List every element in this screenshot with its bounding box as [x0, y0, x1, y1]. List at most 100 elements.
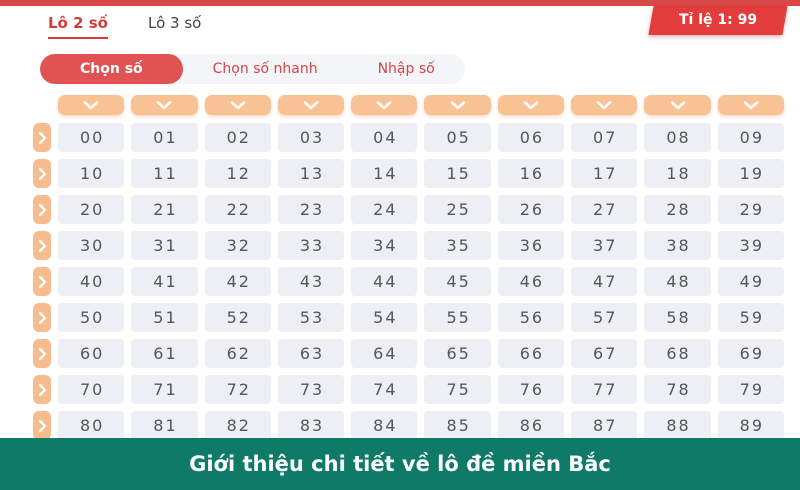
number-cell[interactable]: 10 [58, 159, 125, 188]
number-cell[interactable]: 55 [424, 303, 491, 332]
number-cell[interactable]: 27 [571, 195, 638, 224]
number-cell[interactable]: 00 [58, 123, 125, 152]
number-cell[interactable]: 08 [644, 123, 711, 152]
number-cell[interactable]: 41 [131, 267, 198, 296]
number-cell[interactable]: 38 [644, 231, 711, 260]
row-select-button[interactable] [33, 267, 51, 296]
column-dropdown-button[interactable] [644, 95, 711, 115]
number-cell[interactable]: 86 [497, 411, 565, 440]
number-cell[interactable]: 53 [277, 303, 345, 332]
number-cell[interactable]: 83 [277, 411, 345, 440]
number-cell[interactable]: 17 [571, 159, 638, 188]
row-select-button[interactable] [33, 159, 51, 188]
number-cell[interactable]: 78 [644, 375, 711, 404]
number-cell[interactable]: 04 [351, 123, 418, 152]
number-cell[interactable]: 35 [424, 231, 491, 260]
number-cell[interactable]: 33 [277, 231, 345, 260]
number-cell[interactable]: 72 [204, 375, 271, 404]
number-cell[interactable]: 42 [204, 267, 271, 296]
column-dropdown-button[interactable] [204, 95, 271, 115]
number-cell[interactable]: 85 [424, 411, 491, 440]
number-cell[interactable]: 07 [571, 123, 638, 152]
number-cell[interactable]: 32 [204, 231, 271, 260]
number-cell[interactable]: 16 [497, 159, 565, 188]
number-cell[interactable]: 66 [497, 339, 565, 368]
row-select-button[interactable] [33, 195, 51, 224]
number-cell[interactable]: 81 [131, 411, 198, 440]
number-cell[interactable]: 71 [131, 375, 198, 404]
number-cell[interactable]: 68 [644, 339, 711, 368]
number-cell[interactable]: 89 [717, 411, 784, 440]
number-cell[interactable]: 82 [204, 411, 271, 440]
number-cell[interactable]: 76 [497, 375, 565, 404]
tab-lo-2-so[interactable]: Lô 2 số [48, 14, 108, 39]
number-cell[interactable]: 28 [644, 195, 711, 224]
number-cell[interactable]: 02 [204, 123, 271, 152]
number-cell[interactable]: 58 [644, 303, 711, 332]
number-cell[interactable]: 51 [131, 303, 198, 332]
row-select-button[interactable] [33, 375, 51, 404]
number-cell[interactable]: 23 [277, 195, 345, 224]
number-cell[interactable]: 63 [277, 339, 345, 368]
number-cell[interactable]: 87 [571, 411, 638, 440]
column-dropdown-button[interactable] [717, 95, 784, 115]
number-cell[interactable]: 69 [717, 339, 784, 368]
row-select-button[interactable] [33, 303, 51, 332]
number-cell[interactable]: 50 [58, 303, 125, 332]
number-cell[interactable]: 84 [351, 411, 418, 440]
number-cell[interactable]: 62 [204, 339, 271, 368]
number-cell[interactable]: 15 [424, 159, 491, 188]
number-cell[interactable]: 30 [58, 231, 125, 260]
column-dropdown-button[interactable] [131, 95, 198, 115]
column-dropdown-button[interactable] [497, 95, 565, 115]
number-cell[interactable]: 39 [717, 231, 784, 260]
column-dropdown-button[interactable] [571, 95, 638, 115]
number-cell[interactable]: 65 [424, 339, 491, 368]
number-cell[interactable]: 21 [131, 195, 198, 224]
number-cell[interactable]: 64 [351, 339, 418, 368]
column-dropdown-button[interactable] [424, 95, 491, 115]
number-cell[interactable]: 59 [717, 303, 784, 332]
number-cell[interactable]: 26 [497, 195, 565, 224]
number-cell[interactable]: 52 [204, 303, 271, 332]
number-cell[interactable]: 36 [497, 231, 565, 260]
number-cell[interactable]: 57 [571, 303, 638, 332]
number-cell[interactable]: 44 [351, 267, 418, 296]
number-cell[interactable]: 54 [351, 303, 418, 332]
row-select-button[interactable] [33, 123, 51, 152]
number-cell[interactable]: 34 [351, 231, 418, 260]
column-dropdown-button[interactable] [58, 95, 125, 115]
number-cell[interactable]: 77 [571, 375, 638, 404]
number-cell[interactable]: 47 [571, 267, 638, 296]
number-cell[interactable]: 11 [131, 159, 198, 188]
column-dropdown-button[interactable] [351, 95, 418, 115]
number-cell[interactable]: 01 [131, 123, 198, 152]
number-cell[interactable]: 79 [717, 375, 784, 404]
subtab-nhap-so[interactable]: Nhập số [377, 61, 435, 77]
number-cell[interactable]: 75 [424, 375, 491, 404]
number-cell[interactable]: 31 [131, 231, 198, 260]
number-cell[interactable]: 67 [571, 339, 638, 368]
number-cell[interactable]: 56 [497, 303, 565, 332]
number-cell[interactable]: 88 [644, 411, 711, 440]
number-cell[interactable]: 06 [497, 123, 565, 152]
number-cell[interactable]: 60 [58, 339, 125, 368]
row-select-button[interactable] [33, 231, 51, 260]
number-cell[interactable]: 74 [351, 375, 418, 404]
number-cell[interactable]: 45 [424, 267, 491, 296]
number-cell[interactable]: 73 [277, 375, 345, 404]
number-cell[interactable]: 13 [277, 159, 345, 188]
column-dropdown-button[interactable] [277, 95, 345, 115]
number-cell[interactable]: 25 [424, 195, 491, 224]
row-select-button[interactable] [33, 411, 51, 440]
number-cell[interactable]: 22 [204, 195, 271, 224]
number-cell[interactable]: 20 [58, 195, 125, 224]
number-cell[interactable]: 12 [204, 159, 271, 188]
number-cell[interactable]: 80 [58, 411, 125, 440]
number-cell[interactable]: 18 [644, 159, 711, 188]
number-cell[interactable]: 14 [351, 159, 418, 188]
number-cell[interactable]: 61 [131, 339, 198, 368]
subtab-chon-so-nhanh[interactable]: Chọn số nhanh [212, 61, 318, 77]
subtab-chon-so[interactable]: Chọn số [40, 54, 183, 84]
number-cell[interactable]: 70 [58, 375, 125, 404]
